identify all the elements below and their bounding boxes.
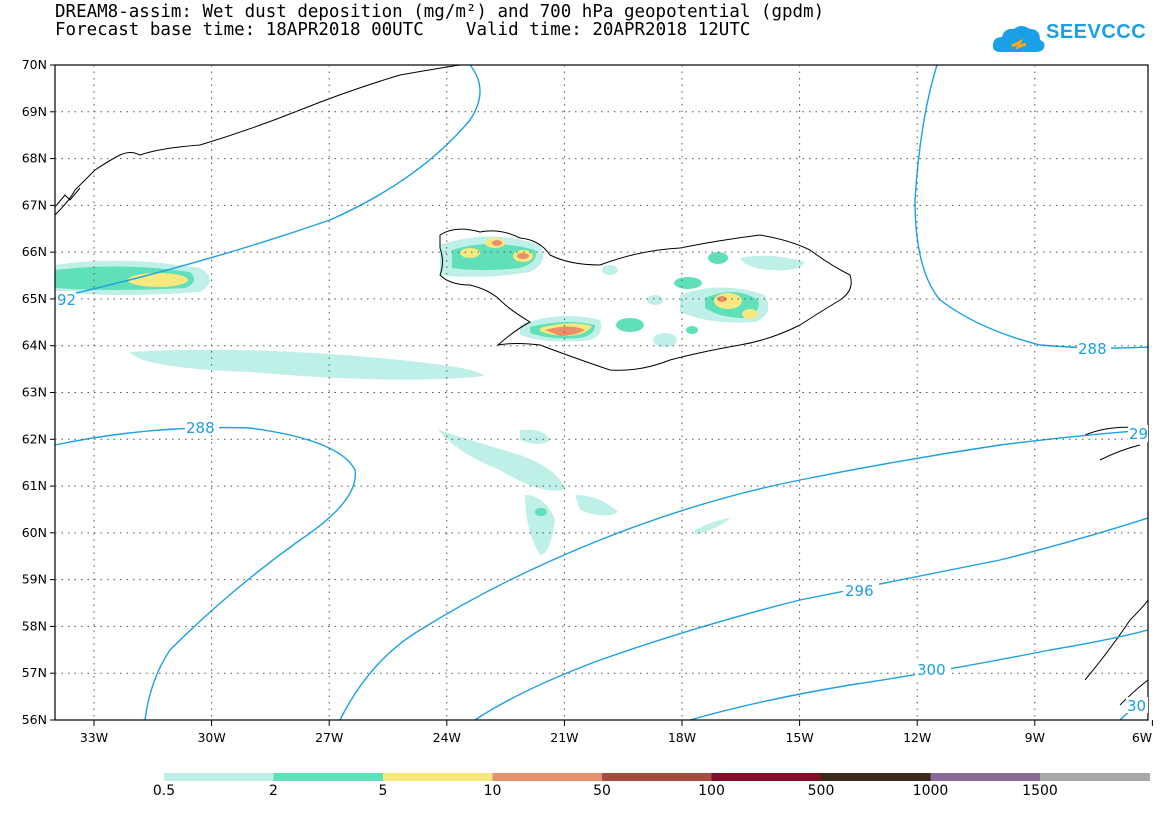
logo-text: SEEVCCC <box>1046 21 1147 43</box>
valid-time: Valid time: 20APR2018 12UTC <box>465 20 751 40</box>
contour-label: 92 <box>57 291 76 309</box>
latitude-tick-label: 69N <box>22 104 47 119</box>
latitude-tick-label: 68N <box>22 151 47 166</box>
longitude-labels: 33W 30W 27W 24W 21W 18W 15W 12W 9W 6W <box>80 730 1152 745</box>
longitude-tick-label: 33W <box>80 730 108 745</box>
dust-deposition-fields <box>55 236 805 555</box>
latitude-labels: 70N 69N 68N 67N 66N 65N 64N 63N 62N 61N 60N 59N 58N 5… <box>22 57 47 727</box>
contour-label: 29 <box>1129 425 1148 443</box>
contour-label: 288 <box>186 419 215 437</box>
forecast-base-time: Forecast base time: 18APR2018 00UTC <box>55 20 424 40</box>
latitude-tick-label: 63N <box>22 385 47 400</box>
legend-label: 1000 <box>912 783 949 799</box>
legend-label: 2 <box>269 783 278 799</box>
longitude-tick-label: 30W <box>197 730 225 745</box>
color-legend <box>164 773 1150 781</box>
longitude-tick-label: 21W <box>550 730 578 745</box>
legend-swatch <box>164 773 274 781</box>
legend-label: 5 <box>378 783 388 799</box>
legend-swatch <box>821 773 931 781</box>
legend-label: 500 <box>807 783 835 799</box>
contour-label: 296 <box>845 582 874 600</box>
longitude-tick-label: 6W <box>1132 730 1152 745</box>
legend-label: 1500 <box>1022 783 1058 799</box>
contour-label: 288 <box>1078 340 1107 358</box>
coastlines <box>54 64 1149 706</box>
legend-swatch <box>602 773 712 781</box>
legend-swatch <box>273 773 384 781</box>
legend-label: 50 <box>593 783 611 799</box>
contour-label: 30 <box>1127 697 1146 715</box>
contour-label: 300 <box>917 661 946 679</box>
legend-swatch <box>492 773 603 781</box>
latitude-tick-label: 66N <box>22 244 47 259</box>
latitude-tick-label: 61N <box>22 478 47 493</box>
longitude-tick-label: 27W <box>315 730 343 745</box>
time-info: Forecast base time: 18APR2018 00UTC Vali… <box>55 20 750 40</box>
latitude-tick-label: 65N <box>22 291 47 306</box>
latitude-tick-label: 64N <box>22 338 47 353</box>
longitude-tick-label: 24W <box>433 730 461 745</box>
longitude-tick-label: 12W <box>903 730 931 745</box>
longitude-tick-label: 15W <box>785 730 813 745</box>
latitude-tick-label: 62N <box>22 431 47 446</box>
legend-label: 100 <box>698 783 725 799</box>
legend-swatch <box>383 773 493 781</box>
latitude-tick-label: 56N <box>22 712 47 727</box>
legend-label: 10 <box>483 783 502 799</box>
graticule <box>50 64 1153 726</box>
latitude-tick-label: 67N <box>22 197 47 212</box>
latitude-tick-label: 70N <box>22 57 47 72</box>
contour-labels: 92 288 288 296 300 29 30 <box>56 291 1148 715</box>
legend-swatch <box>930 773 1041 781</box>
chart-title: DREAM8-assim: Wet dust deposition (mg/m²… <box>55 2 825 22</box>
latitude-tick-label: 58N <box>22 618 47 633</box>
legend-label: 0.5 <box>152 783 176 799</box>
longitude-tick-label: 9W <box>1025 730 1045 745</box>
latitude-tick-label: 59N <box>22 572 47 587</box>
cloud-icon <box>992 26 1045 52</box>
legend-swatch <box>711 773 822 781</box>
latitude-tick-label: 60N <box>22 525 47 540</box>
longitude-tick-label: 18W <box>668 730 696 745</box>
latitude-tick-label: 57N <box>22 665 47 680</box>
legend-swatch <box>1040 773 1150 781</box>
